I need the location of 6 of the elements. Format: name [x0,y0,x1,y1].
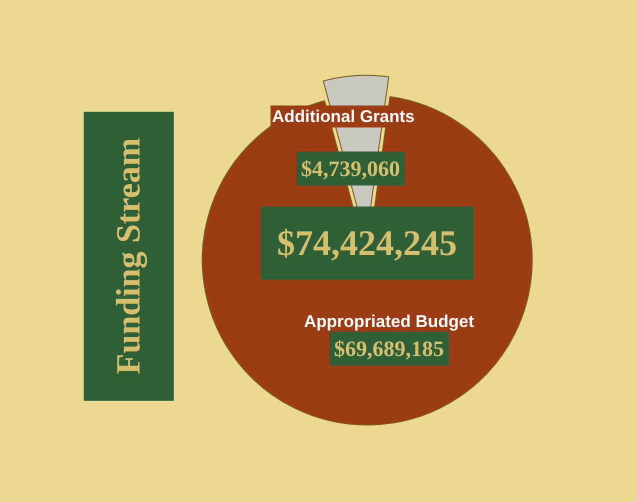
slice-label: Additional Grants [272,107,415,126]
data-label: $69,689,185 [334,336,444,361]
slice-label: Appropriated Budget [304,312,474,331]
text: Funding Stream [110,138,148,374]
data-label: $4,739,060 [301,156,400,181]
text: $74,424,245 [277,223,457,263]
